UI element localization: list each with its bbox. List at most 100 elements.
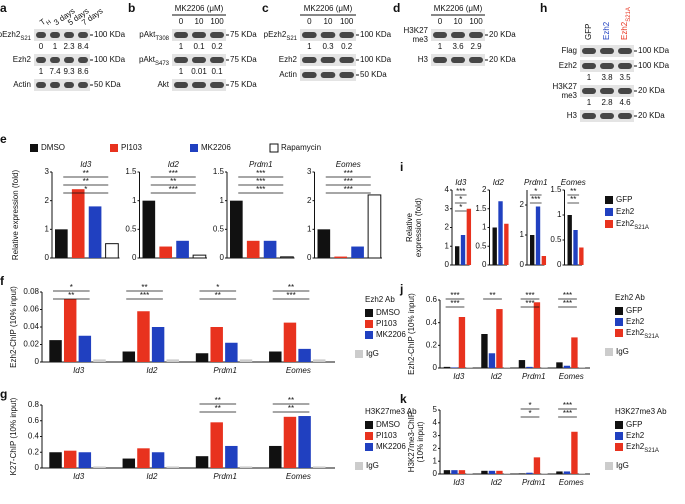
label-sub: S21A	[644, 448, 659, 454]
bar	[137, 311, 150, 362]
subplot-title: Eomes	[336, 160, 361, 169]
label: 10	[195, 17, 204, 26]
size-marker: 100 KDa	[638, 46, 670, 55]
label-main: GFP	[626, 420, 642, 429]
bar	[518, 473, 526, 474]
blot-header: MK2206 (μM)	[304, 4, 353, 13]
bar	[458, 317, 466, 368]
label-main: 0	[438, 17, 443, 26]
band	[600, 63, 614, 69]
significance: ***	[563, 291, 572, 300]
label-sub: S21	[20, 36, 31, 42]
label: IgG	[366, 461, 379, 470]
legend-swatch	[110, 144, 118, 152]
size-marker: 100 KDa	[94, 55, 126, 64]
y-tick-label: 0	[445, 260, 450, 269]
bar	[55, 229, 68, 258]
band	[192, 57, 206, 63]
bar	[263, 240, 277, 258]
significance: *	[528, 409, 531, 418]
quant-value: 0.2	[341, 42, 353, 51]
x-tick-label: Prdm1	[522, 478, 546, 487]
x-tick-label: Id2	[491, 478, 503, 487]
label-main: PI103	[376, 431, 397, 440]
label-main: MK2206	[376, 442, 406, 451]
label: pEzh2S21	[264, 30, 298, 41]
label-main: DMSO	[41, 143, 65, 152]
label-main: Actin	[13, 80, 31, 89]
band	[469, 32, 483, 38]
x-tick-label: Id3	[453, 372, 465, 381]
y-tick-label: 1	[557, 210, 562, 219]
size-marker: 50 KDa	[360, 70, 387, 79]
y-tick-label: 0.06	[23, 305, 39, 314]
band	[64, 32, 74, 38]
bar	[195, 456, 209, 468]
bar	[63, 450, 77, 468]
quant-value: 1	[53, 42, 58, 51]
y-tick-label: 4	[445, 185, 450, 194]
quant-value: 1	[307, 42, 312, 51]
y-tick-label: 2	[433, 444, 438, 453]
label-main: PI103	[121, 143, 142, 152]
bar	[518, 360, 526, 368]
y-tick-label: 0.02	[23, 340, 39, 349]
label: 100	[210, 17, 224, 26]
bar	[481, 334, 488, 368]
panel-letter: k	[400, 392, 407, 406]
label-main: 10	[195, 17, 204, 26]
y-tick-label: 1	[433, 456, 438, 465]
label: IgG	[616, 347, 629, 356]
x-tick-label: Prdm1	[213, 472, 237, 481]
panel-letter: d	[393, 1, 400, 15]
bar	[239, 359, 253, 362]
label-main: Akt	[157, 80, 169, 89]
y-tick-label: 0	[220, 253, 225, 262]
label-main: IgG	[616, 461, 629, 470]
significance: **	[288, 396, 294, 405]
label-main: H3	[567, 111, 578, 120]
blot-strip	[34, 79, 90, 91]
y-tick-label: 5	[433, 405, 438, 414]
label: 0	[179, 17, 184, 26]
label: pAktS473	[139, 55, 170, 66]
y-tick-label: 0	[433, 469, 438, 478]
y-tick-label: 4	[433, 418, 438, 427]
significance: ***	[456, 187, 465, 196]
y-tick-label: 0.5	[213, 224, 225, 233]
label: Ezh2	[279, 55, 298, 64]
significance: ***	[531, 195, 540, 204]
y-tick-label: 1.5	[213, 167, 225, 176]
label-main: Flag	[561, 46, 577, 55]
legend-swatch	[30, 144, 38, 152]
y-tick-label: 2	[45, 196, 50, 205]
label-main: 10	[454, 17, 463, 26]
bar	[105, 243, 119, 259]
bar	[142, 200, 156, 258]
label-main: 100	[340, 17, 354, 26]
bar	[571, 337, 578, 368]
band	[582, 63, 596, 69]
quant-value: 8.6	[77, 67, 89, 76]
subplot-title: Prdm1	[249, 160, 273, 169]
significance: **	[215, 396, 221, 405]
label: H3	[418, 55, 429, 64]
bar	[313, 359, 326, 362]
y-tick-label: 0.04	[23, 322, 39, 331]
blot-strip	[34, 29, 90, 41]
label-main: pEzh2	[264, 30, 287, 39]
legend-swatch	[605, 220, 613, 228]
label-main: GFP	[626, 306, 642, 315]
label: DMSO	[376, 308, 400, 317]
quant-value: 1	[587, 98, 592, 107]
label-sub: T308	[155, 36, 169, 42]
x-tick-label: Prdm1	[522, 372, 546, 381]
label: Rapamycin	[281, 143, 321, 152]
label-main: IgG	[366, 349, 379, 358]
band	[210, 82, 224, 88]
bar	[567, 215, 572, 265]
label-main: Ezh2	[13, 55, 32, 64]
label: H3	[567, 111, 578, 120]
legend-swatch	[365, 331, 373, 339]
band	[618, 63, 632, 69]
